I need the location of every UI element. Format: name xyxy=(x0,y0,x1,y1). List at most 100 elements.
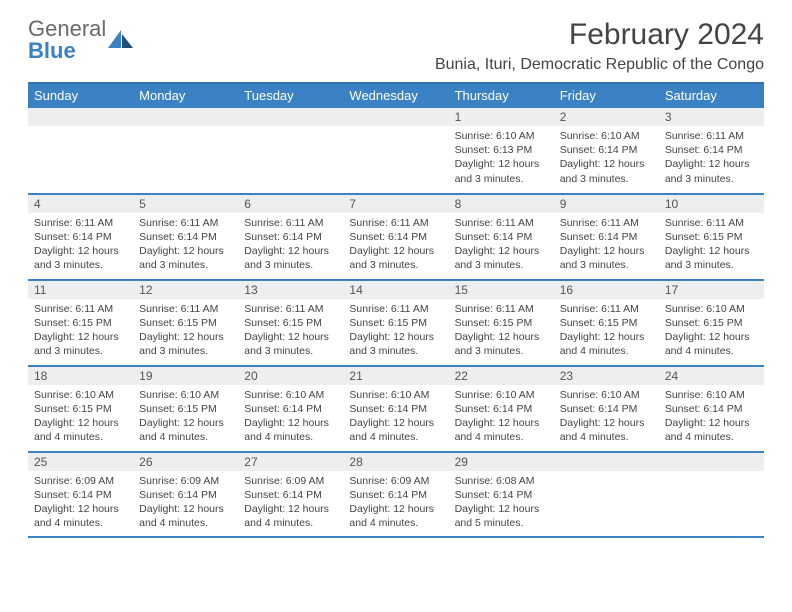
empty-day-header xyxy=(659,452,764,471)
day-number: 28 xyxy=(343,452,448,471)
calendar-row: 1Sunrise: 6:10 AMSunset: 6:13 PMDaylight… xyxy=(28,107,764,193)
location: Bunia, Ituri, Democratic Republic of the… xyxy=(435,56,764,74)
calendar-cell: 28Sunrise: 6:09 AMSunset: 6:14 PMDayligh… xyxy=(343,451,448,537)
daylight-text: Daylight: 12 hours and 4 minutes. xyxy=(34,416,127,444)
daylight-text: Daylight: 12 hours and 4 minutes. xyxy=(349,416,442,444)
day-number: 14 xyxy=(343,280,448,299)
logo-sail-icon xyxy=(108,30,134,50)
sunrise-text: Sunrise: 6:11 AM xyxy=(665,129,758,143)
day-number: 29 xyxy=(449,452,554,471)
day-number: 6 xyxy=(238,194,343,213)
daylight-text: Daylight: 12 hours and 3 minutes. xyxy=(455,244,548,272)
day-number: 10 xyxy=(659,194,764,213)
weekday-header: Tuesday xyxy=(238,83,343,107)
day-details: Sunrise: 6:11 AMSunset: 6:14 PMDaylight:… xyxy=(554,213,659,278)
calendar-body: 1Sunrise: 6:10 AMSunset: 6:13 PMDaylight… xyxy=(28,107,764,537)
day-details: Sunrise: 6:10 AMSunset: 6:14 PMDaylight:… xyxy=(449,385,554,450)
empty-day-header xyxy=(133,107,238,126)
calendar-cell: 18Sunrise: 6:10 AMSunset: 6:15 PMDayligh… xyxy=(28,365,133,451)
daylight-text: Daylight: 12 hours and 4 minutes. xyxy=(560,330,653,358)
daylight-text: Daylight: 12 hours and 3 minutes. xyxy=(560,244,653,272)
day-number: 11 xyxy=(28,280,133,299)
sunrise-text: Sunrise: 6:11 AM xyxy=(560,216,653,230)
calendar-cell: 17Sunrise: 6:10 AMSunset: 6:15 PMDayligh… xyxy=(659,279,764,365)
weekday-header: Friday xyxy=(554,83,659,107)
empty-day-header xyxy=(554,452,659,471)
calendar-cell: 10Sunrise: 6:11 AMSunset: 6:15 PMDayligh… xyxy=(659,193,764,279)
sunset-text: Sunset: 6:14 PM xyxy=(34,230,127,244)
day-number: 27 xyxy=(238,452,343,471)
day-details: Sunrise: 6:10 AMSunset: 6:15 PMDaylight:… xyxy=(133,385,238,450)
sunset-text: Sunset: 6:14 PM xyxy=(560,143,653,157)
day-details: Sunrise: 6:11 AMSunset: 6:15 PMDaylight:… xyxy=(659,213,764,278)
calendar-cell: 7Sunrise: 6:11 AMSunset: 6:14 PMDaylight… xyxy=(343,193,448,279)
sunrise-text: Sunrise: 6:10 AM xyxy=(244,388,337,402)
day-number: 22 xyxy=(449,366,554,385)
sunset-text: Sunset: 6:15 PM xyxy=(455,316,548,330)
sunrise-text: Sunrise: 6:11 AM xyxy=(455,302,548,316)
sunrise-text: Sunrise: 6:11 AM xyxy=(560,302,653,316)
calendar-cell xyxy=(554,451,659,537)
sunrise-text: Sunrise: 6:09 AM xyxy=(349,474,442,488)
daylight-text: Daylight: 12 hours and 3 minutes. xyxy=(665,157,758,185)
day-details: Sunrise: 6:10 AMSunset: 6:14 PMDaylight:… xyxy=(659,385,764,450)
calendar-cell: 20Sunrise: 6:10 AMSunset: 6:14 PMDayligh… xyxy=(238,365,343,451)
sunrise-text: Sunrise: 6:11 AM xyxy=(244,216,337,230)
day-number: 12 xyxy=(133,280,238,299)
day-details: Sunrise: 6:11 AMSunset: 6:14 PMDaylight:… xyxy=(238,213,343,278)
calendar-cell: 11Sunrise: 6:11 AMSunset: 6:15 PMDayligh… xyxy=(28,279,133,365)
day-details: Sunrise: 6:10 AMSunset: 6:15 PMDaylight:… xyxy=(659,299,764,364)
day-number: 21 xyxy=(343,366,448,385)
sunset-text: Sunset: 6:14 PM xyxy=(455,488,548,502)
sunrise-text: Sunrise: 6:09 AM xyxy=(34,474,127,488)
day-details: Sunrise: 6:11 AMSunset: 6:14 PMDaylight:… xyxy=(133,213,238,278)
sunset-text: Sunset: 6:15 PM xyxy=(34,402,127,416)
sunrise-text: Sunrise: 6:11 AM xyxy=(349,216,442,230)
weekday-header: Wednesday xyxy=(343,83,448,107)
daylight-text: Daylight: 12 hours and 4 minutes. xyxy=(34,502,127,530)
daylight-text: Daylight: 12 hours and 3 minutes. xyxy=(349,330,442,358)
logo-top: General xyxy=(28,18,106,40)
day-number: 26 xyxy=(133,452,238,471)
calendar-cell: 5Sunrise: 6:11 AMSunset: 6:14 PMDaylight… xyxy=(133,193,238,279)
sunrise-text: Sunrise: 6:11 AM xyxy=(349,302,442,316)
sunset-text: Sunset: 6:14 PM xyxy=(349,488,442,502)
sunrise-text: Sunrise: 6:10 AM xyxy=(665,302,758,316)
day-details: Sunrise: 6:10 AMSunset: 6:13 PMDaylight:… xyxy=(449,126,554,191)
weekday-header: Monday xyxy=(133,83,238,107)
daylight-text: Daylight: 12 hours and 4 minutes. xyxy=(665,330,758,358)
sunset-text: Sunset: 6:15 PM xyxy=(560,316,653,330)
day-number: 9 xyxy=(554,194,659,213)
day-details: Sunrise: 6:11 AMSunset: 6:15 PMDaylight:… xyxy=(133,299,238,364)
daylight-text: Daylight: 12 hours and 4 minutes. xyxy=(244,502,337,530)
day-number: 17 xyxy=(659,280,764,299)
day-number: 1 xyxy=(449,107,554,126)
calendar-cell: 26Sunrise: 6:09 AMSunset: 6:14 PMDayligh… xyxy=(133,451,238,537)
daylight-text: Daylight: 12 hours and 4 minutes. xyxy=(244,416,337,444)
sunset-text: Sunset: 6:15 PM xyxy=(665,230,758,244)
day-details: Sunrise: 6:09 AMSunset: 6:14 PMDaylight:… xyxy=(133,471,238,536)
sunrise-text: Sunrise: 6:11 AM xyxy=(139,302,232,316)
day-details: Sunrise: 6:11 AMSunset: 6:14 PMDaylight:… xyxy=(28,213,133,278)
daylight-text: Daylight: 12 hours and 3 minutes. xyxy=(244,330,337,358)
daylight-text: Daylight: 12 hours and 5 minutes. xyxy=(455,502,548,530)
sunset-text: Sunset: 6:14 PM xyxy=(139,488,232,502)
calendar-row: 25Sunrise: 6:09 AMSunset: 6:14 PMDayligh… xyxy=(28,451,764,537)
day-details: Sunrise: 6:11 AMSunset: 6:15 PMDaylight:… xyxy=(343,299,448,364)
sunset-text: Sunset: 6:14 PM xyxy=(349,402,442,416)
day-details: Sunrise: 6:09 AMSunset: 6:14 PMDaylight:… xyxy=(343,471,448,536)
calendar-cell: 14Sunrise: 6:11 AMSunset: 6:15 PMDayligh… xyxy=(343,279,448,365)
daylight-text: Daylight: 12 hours and 3 minutes. xyxy=(34,330,127,358)
day-details: Sunrise: 6:11 AMSunset: 6:15 PMDaylight:… xyxy=(554,299,659,364)
calendar-cell: 19Sunrise: 6:10 AMSunset: 6:15 PMDayligh… xyxy=(133,365,238,451)
sunrise-text: Sunrise: 6:10 AM xyxy=(34,388,127,402)
calendar-cell: 3Sunrise: 6:11 AMSunset: 6:14 PMDaylight… xyxy=(659,107,764,193)
calendar-cell: 15Sunrise: 6:11 AMSunset: 6:15 PMDayligh… xyxy=(449,279,554,365)
day-details: Sunrise: 6:11 AMSunset: 6:14 PMDaylight:… xyxy=(659,126,764,191)
daylight-text: Daylight: 12 hours and 3 minutes. xyxy=(139,244,232,272)
logo-bottom: Blue xyxy=(28,40,106,62)
calendar-cell: 16Sunrise: 6:11 AMSunset: 6:15 PMDayligh… xyxy=(554,279,659,365)
sunrise-text: Sunrise: 6:09 AM xyxy=(139,474,232,488)
calendar-cell xyxy=(659,451,764,537)
day-details: Sunrise: 6:10 AMSunset: 6:14 PMDaylight:… xyxy=(343,385,448,450)
